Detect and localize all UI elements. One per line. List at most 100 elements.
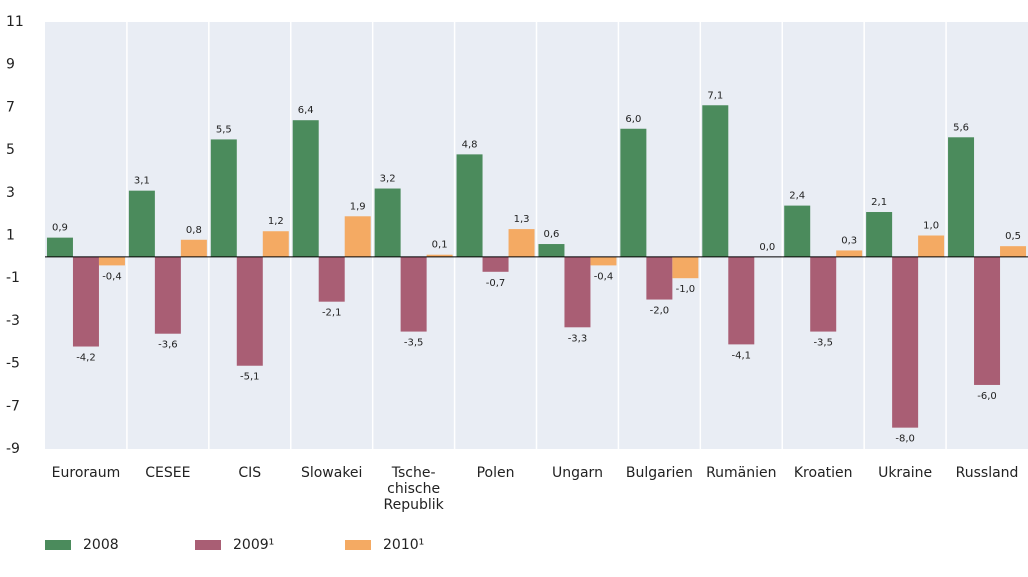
bar [46,237,73,257]
bar [344,216,371,257]
value-label: -5,1 [240,372,260,383]
x-tick-label: Bulgarien [626,465,693,481]
value-label: 4,8 [462,139,478,150]
value-label: 3,2 [380,174,396,185]
bar [154,256,181,334]
bar [620,128,647,257]
bar [918,235,945,257]
legend-swatch [45,540,71,550]
bar [564,256,591,328]
value-label: -0,4 [594,271,614,282]
bar [128,190,155,257]
value-label: 5,6 [953,122,969,133]
bar [72,256,99,347]
bar [426,254,453,257]
value-label: 0,5 [1005,231,1021,242]
x-tick-label-line: Republik [384,497,445,513]
bar [866,212,893,257]
bar [262,231,289,257]
value-label: -6,0 [977,391,997,402]
y-tick-label: 1 [6,228,15,244]
value-label: -3,5 [404,338,424,349]
bar [210,139,237,257]
value-label: -4,1 [732,350,752,361]
y-tick-label: -3 [6,313,20,329]
x-tick-label: CESEE [145,465,190,481]
value-label: 1,3 [514,214,530,225]
bar [892,256,919,428]
bar [672,256,699,279]
bar [702,105,729,257]
value-label: -4,2 [76,353,96,364]
value-label: -3,5 [813,338,833,349]
x-tick-label: Tsche-chische Republik [384,465,445,513]
value-label: 1,9 [350,201,366,212]
value-label: 1,2 [268,216,284,227]
y-tick-label: 11 [6,14,24,30]
bar [236,256,263,366]
bar [728,256,755,345]
y-tick-label: -7 [6,398,20,414]
value-label: 0,6 [544,229,560,240]
x-tick-label: Ukraine [878,465,932,481]
value-label: 2,1 [871,197,887,208]
x-tick-label: CIS [238,465,261,481]
legend-label: 2008 [83,537,119,553]
bar [456,154,483,257]
value-label: 3,1 [134,176,150,187]
y-tick-label: -5 [6,356,20,372]
bar [974,256,1001,385]
bar [292,120,319,257]
x-tick-label: Euroraum [52,465,121,481]
y-tick-label: -1 [6,270,20,286]
bar [810,256,837,332]
bar [482,256,509,272]
bar [1000,246,1027,257]
value-label: -0,4 [102,271,122,282]
bar [98,256,125,266]
x-tick-label: Kroatien [794,465,853,481]
bar [784,205,811,257]
x-tick-label-line: chische [387,481,440,497]
legend-label: 2009¹ [233,537,274,553]
value-label: 0,3 [841,235,857,246]
legend-swatch [195,540,221,550]
value-label: 0,0 [759,242,775,253]
value-label: 2,4 [789,191,805,202]
y-tick-label: 5 [6,142,15,158]
y-tick-label: 7 [6,99,15,115]
bar [400,256,427,332]
x-tick-label: Ungarn [552,465,603,481]
x-tick-label: Slowakei [301,465,362,481]
bar [538,244,565,257]
value-label: 0,1 [432,240,448,251]
bar [948,137,975,257]
value-label: 1,0 [923,221,939,232]
y-tick-label: -9 [6,441,20,457]
value-label: 0,8 [186,225,202,236]
value-label: -3,6 [158,340,178,351]
legend-swatch [345,540,371,550]
bar [508,229,535,257]
x-tick-label: Rumänien [706,465,776,481]
value-label: -2,1 [322,308,342,319]
value-label: 7,1 [707,90,723,101]
value-label: -1,0 [676,284,696,295]
bar [646,256,673,300]
value-label: -0,7 [486,278,506,289]
value-label: 6,4 [298,105,314,116]
value-label: 6,0 [625,114,641,125]
y-tick-label: 9 [6,57,15,73]
bar [836,250,863,257]
y-tick-label: 3 [6,185,15,201]
bar [590,256,617,266]
bar [374,188,401,257]
value-label: -3,3 [568,333,588,344]
value-label: -8,0 [895,434,915,445]
value-label: -2,0 [650,306,670,317]
x-tick-label-line: Tsche- [391,465,436,481]
x-tick-label: Russland [956,465,1019,481]
bar [318,256,345,302]
bar [180,239,207,257]
